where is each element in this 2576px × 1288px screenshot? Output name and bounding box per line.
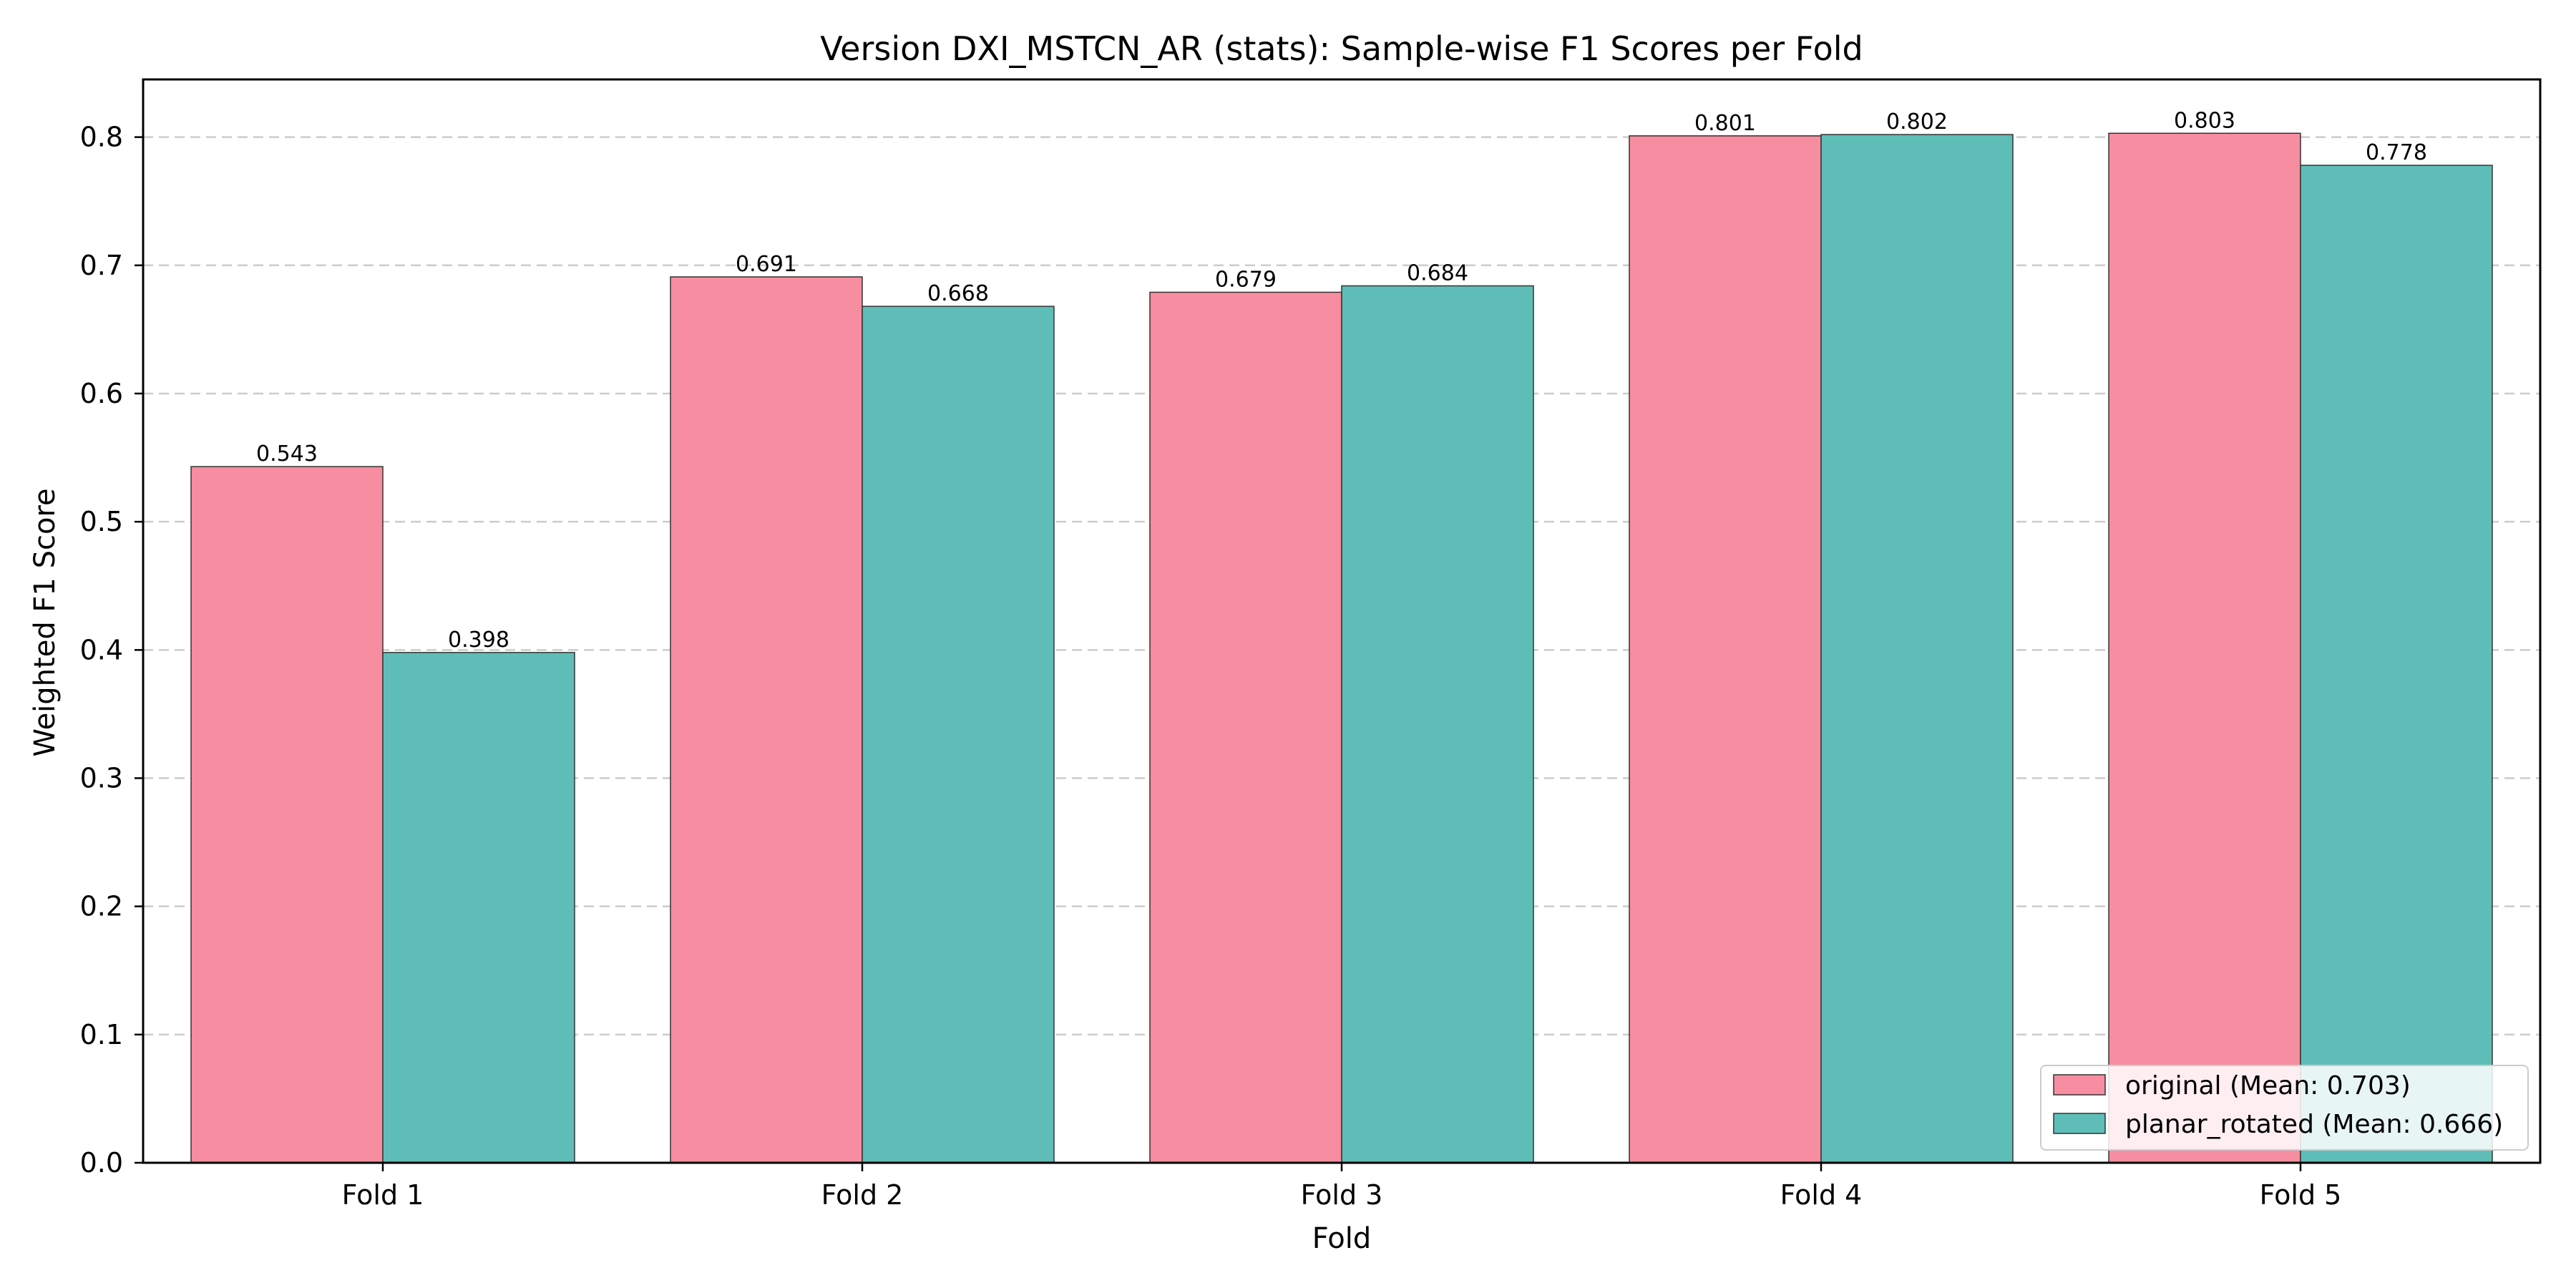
bar-original [670,276,863,1163]
x-axis-label: Fold [1312,1222,1372,1255]
data-label-planar-rotated: 0.684 [1407,260,1468,286]
y-tick-label: 0.8 [80,122,123,153]
legend-swatch-planar-rotated [2053,1113,2106,1134]
y-tick-label: 0.5 [80,506,123,537]
x-tick-label: Fold 5 [2260,1179,2342,1211]
bar-planar-rotated [1820,134,2014,1163]
x-axis-ticks: Fold 1 Fold 2 Fold 3 Fold 4 Fold 5 [342,1163,2342,1211]
data-label-planar-rotated: 0.778 [2366,140,2427,165]
y-tick-label: 0.3 [80,762,123,794]
bar-original [2108,132,2301,1163]
legend: original (Mean: 0.703) planar_rotated (M… [2040,1065,2529,1151]
data-label-planar-rotated: 0.802 [1886,109,1948,135]
data-labels: 0.543 0.691 0.679 0.801 0.803 0.398 0.668 0.684… [256,108,2427,653]
data-label-planar-rotated: 0.668 [927,281,989,306]
bar-planar-rotated [2300,165,2493,1163]
y-tick-label: 0.2 [80,891,123,922]
bar-planar-rotated [1341,285,1534,1163]
x-tick-label: Fold 2 [821,1179,904,1211]
bar-original [1149,291,1342,1163]
legend-label-original: original (Mean: 0.703) [2125,1071,2411,1101]
data-label-original: 0.803 [2174,108,2235,133]
bars [190,132,2493,1163]
y-tick-label: 0.6 [80,378,123,409]
bar-planar-rotated [382,652,575,1163]
y-axis-ticks: 0.0 0.1 0.2 0.3 0.4 0.5 0.6 0.7 0.8 [80,122,143,1179]
x-tick-label: Fold 1 [342,1179,424,1211]
data-label-original: 0.543 [256,441,318,467]
y-tick-label: 0.0 [80,1147,123,1179]
chart-title: Version DXI_MSTCN_AR (stats): Sample-wis… [820,29,1863,68]
data-label-planar-rotated: 0.398 [448,628,509,653]
y-axis-label: Weighted F1 Score [29,488,62,756]
bar-planar-rotated [862,306,1055,1163]
legend-label-planar-rotated: planar_rotated (Mean: 0.666) [2125,1110,2503,1139]
data-label-original: 0.801 [1694,111,1756,136]
y-tick-label: 0.1 [80,1019,123,1050]
y-tick-label: 0.7 [80,250,123,281]
y-tick-label: 0.4 [80,634,123,665]
data-label-original: 0.691 [736,252,797,277]
data-label-original: 0.679 [1215,267,1277,292]
legend-frame [2040,1065,2529,1151]
x-tick-label: Fold 3 [1301,1179,1383,1211]
x-tick-label: Fold 4 [1780,1179,1863,1211]
bar-original [190,466,384,1163]
bar-original [1629,135,1822,1163]
legend-swatch-original [2053,1074,2106,1096]
